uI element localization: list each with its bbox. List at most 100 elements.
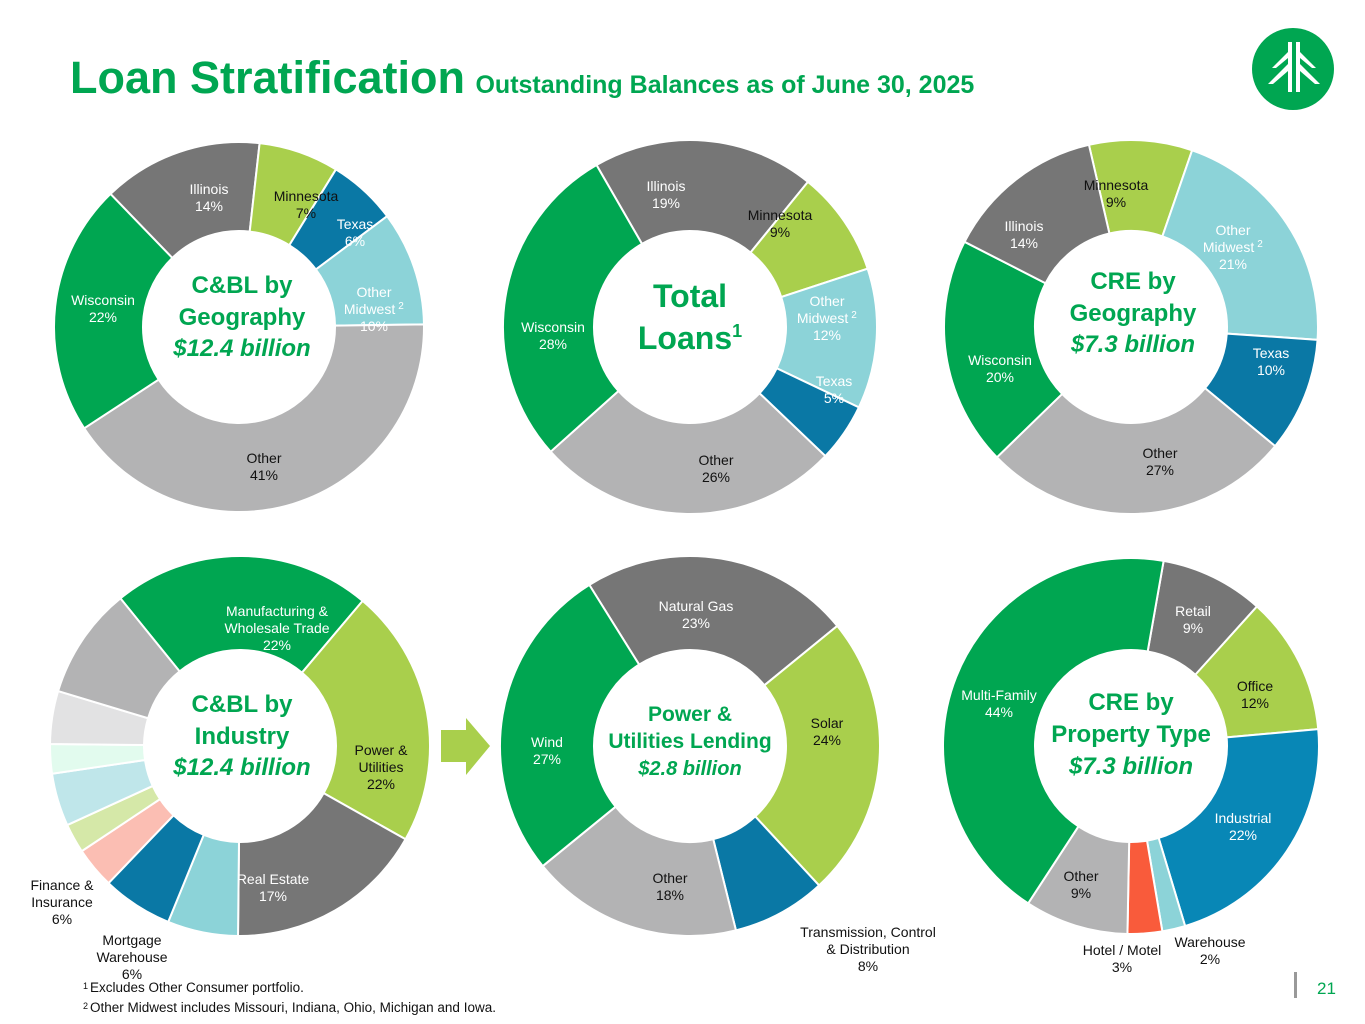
slice-value: 24%	[813, 732, 841, 748]
donut-title-line: CRE by	[1088, 689, 1174, 716]
footnote-1-mark: 1	[83, 981, 89, 991]
slice-label-line: Warehouse	[96, 949, 167, 965]
slice-value: 7%	[296, 205, 316, 221]
slice-value: 10%	[1257, 362, 1285, 378]
donut-chart-c-bl-by-industry: Manufacturing & Wholesale Trade 22% Power &…	[30, 555, 431, 982]
footnote-mark: 2	[1257, 239, 1263, 250]
slice-label-line: Wisconsin	[968, 352, 1032, 368]
page-number-divider	[1294, 972, 1297, 998]
slice-label-retail: Retail 9%	[1175, 603, 1211, 636]
slice-value: 27%	[1146, 462, 1174, 478]
slice-label-real-estate: Real Estate 17%	[237, 871, 310, 904]
slice-label-line: Manufacturing &	[226, 603, 329, 619]
slice-label-line: Midwest	[344, 301, 395, 317]
slice-value: 27%	[533, 751, 561, 767]
donut-title-line: Power &	[648, 703, 732, 726]
page-subtitle: Outstanding Balances as of June 30, 2025	[475, 71, 975, 99]
footnote-2-text: Other Midwest includes Missouri, Indiana…	[90, 1000, 496, 1015]
slice-value: 6%	[345, 233, 365, 249]
slice-label-illinois: Illinois 14%	[1005, 218, 1044, 251]
slice-value: 17%	[259, 888, 287, 904]
slice-label-line: Midwest	[797, 310, 848, 326]
slice-label-line: Warehouse	[1174, 934, 1245, 950]
slice-label-multi-family: Multi-Family 44%	[961, 687, 1036, 720]
donut-title-line: Total	[653, 278, 727, 314]
slice-label-illinois: Illinois 19%	[647, 178, 686, 211]
donut-title-line: Property Type	[1051, 721, 1211, 748]
slice-value: 9%	[1071, 885, 1091, 901]
slice-label-line: Texas	[1253, 345, 1290, 361]
slice-label-line: Wisconsin	[521, 319, 585, 335]
donut-chart-cre-by-geography: Minnesota 9%Other Midwest 2 21%Texas 10%Othe…	[943, 138, 1319, 515]
slice-value: 6%	[122, 966, 142, 982]
footnote-2-mark: 2	[83, 1001, 89, 1011]
slice-value: 2%	[1200, 951, 1220, 967]
slice-label-manufacturing-wholesale-trade: Manufacturing & Wholesale Trade 22%	[224, 603, 329, 653]
slice-label-mortgage-warehouse: Mortgage Warehouse 6%	[96, 932, 167, 982]
slice-value: 41%	[250, 467, 278, 483]
slice-label-other: Other 18%	[652, 870, 687, 903]
slice-label-minnesota: Minnesota 9%	[1084, 177, 1149, 210]
slice-solar	[753, 624, 881, 887]
slice-value: 22%	[1229, 827, 1257, 843]
slice-label-line: Retail	[1175, 603, 1211, 619]
donut-subtitle: $12.4 billion	[172, 335, 310, 362]
donut-chart-c-bl-by-geography: Illinois 14%Minnesota 7%Texas 6%Other Midwes…	[53, 141, 425, 513]
slice-value: 23%	[682, 615, 710, 631]
slice-label-line: Texas	[337, 216, 374, 232]
drilldown-arrow-icon	[441, 718, 490, 775]
slice-value: 44%	[985, 704, 1013, 720]
slice-label-illinois: Illinois 14%	[190, 181, 229, 214]
slice-other	[549, 389, 827, 515]
donut-subtitle: $7.3 billion	[1068, 753, 1193, 780]
evergreen-tree-logo-icon	[1252, 28, 1334, 110]
slice-label-other: Other 9%	[1063, 868, 1098, 901]
slice-value: 21%	[1219, 256, 1247, 272]
slice-label-power-utilities: Power & Utilities 22%	[355, 742, 409, 792]
slice-multi-family	[942, 557, 1165, 905]
slice-label-other: Other 27%	[1142, 445, 1177, 478]
slice-label-texas: Texas 6%	[337, 216, 374, 249]
footnote-1: 1 Excludes Other Consumer portfolio.	[83, 977, 496, 997]
donut-chart-power-utilities-lending: Natural Gas 23% Solar 24% Transmission, Cont…	[499, 555, 936, 974]
footnote-mark: 1	[732, 321, 742, 341]
slice-value: 9%	[1183, 620, 1203, 636]
footnote-2: 2 Other Midwest includes Missouri, Indian…	[83, 997, 496, 1017]
slice-natural-gas	[587, 555, 839, 687]
donut-title-line: Geography	[1070, 300, 1197, 327]
slice-label-line: Wind	[531, 734, 563, 750]
slice-value: 12%	[1241, 695, 1269, 711]
donut-title-line: Utilities Lending	[608, 730, 771, 753]
footnotes: 1 Excludes Other Consumer portfolio. 2 Oth…	[83, 977, 496, 1017]
slice-label-office: Office 12%	[1237, 678, 1274, 711]
slice-power-utilities	[300, 599, 431, 841]
slice-label-line: & Distribution	[826, 941, 909, 957]
slice-label-line: Finance &	[30, 877, 94, 893]
slice-real-estate	[236, 791, 407, 937]
slice-wisconsin	[53, 192, 174, 430]
slice-label-line: Minnesota	[748, 207, 813, 223]
slice-label-hotel-motel: Hotel / Motel 3%	[1083, 942, 1162, 975]
slice-label-texas: Texas 10%	[1253, 345, 1290, 378]
slice-label-line: Minnesota	[1084, 177, 1149, 193]
slice-manufacturing-wholesale-trade	[119, 555, 365, 675]
slice-label-line: Other	[1142, 445, 1177, 461]
slice-label-minnesota: Minnesota 7%	[274, 188, 339, 221]
donut-title-line: CRE by	[1090, 268, 1176, 295]
slice-label-wisconsin: Wisconsin 20%	[968, 352, 1032, 385]
slice-value: 9%	[1106, 194, 1126, 210]
donut-center-cre-by-property-type: CRE by Property Type $7.3 billion	[1051, 689, 1211, 780]
slice-label-line: Other	[809, 293, 844, 309]
slice-label-other: Other 41%	[246, 450, 281, 483]
slice-other	[995, 386, 1277, 515]
slice-illinois	[595, 139, 810, 254]
donut-center-power-utilities-lending: Power & Utilities Lending $2.8 billion	[608, 703, 771, 780]
slice-label-line: Wholesale Trade	[224, 620, 329, 636]
slice-value: 6%	[52, 911, 72, 927]
slice-label-line: Natural Gas	[659, 598, 734, 614]
donut-title-line: C&BL by	[192, 691, 294, 718]
slice-value: 22%	[263, 637, 291, 653]
slice-label-line: Illinois	[647, 178, 686, 194]
page-number: 21	[1317, 979, 1336, 998]
